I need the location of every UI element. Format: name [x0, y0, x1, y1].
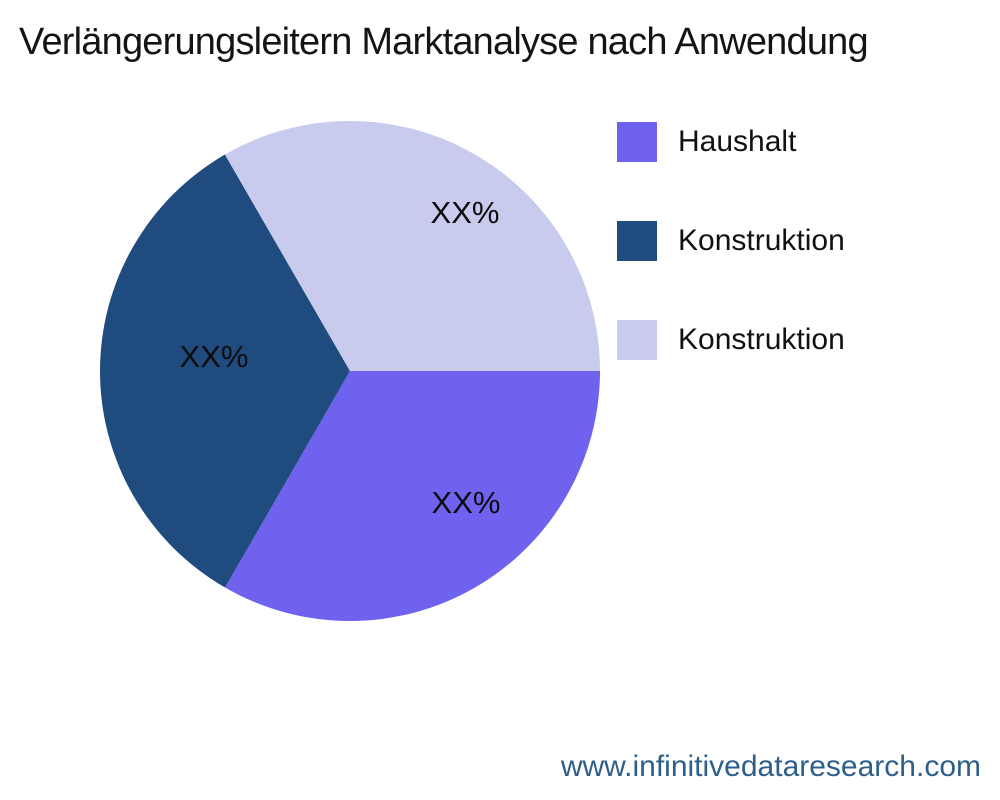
legend-item-konstruktion-dark: Konstruktion — [617, 221, 845, 261]
slice-label-haushalt: XX% — [431, 485, 501, 520]
legend-swatch-haushalt — [617, 122, 657, 162]
legend-swatch-konstruktion-dark — [617, 221, 657, 261]
legend-item-haushalt: Haushalt — [617, 122, 845, 162]
legend-item-konstruktion-light: Konstruktion — [617, 320, 845, 360]
legend-label-konstruktion-light: Konstruktion — [678, 323, 845, 356]
pie-slice-1-konstruktion — [100, 154, 350, 588]
slice-label-konstruktion-dark: XX% — [179, 339, 249, 374]
pie-slice-0-haushalt — [225, 371, 600, 621]
pie-chart: XX% XX% XX% — [100, 121, 600, 621]
footer-link[interactable]: www.infinitivedataresearch.com — [560, 750, 981, 783]
legend-label-haushalt: Haushalt — [678, 125, 797, 158]
pie-svg — [100, 121, 600, 621]
chart-title: Verlängerungsleitern Marktanalyse nach A… — [19, 21, 869, 63]
legend: Haushalt Konstruktion Konstruktion — [617, 122, 845, 360]
pie-slice-2-konstruktion — [224, 121, 600, 371]
legend-label-konstruktion-dark: Konstruktion — [678, 224, 845, 257]
slice-label-konstruktion-light: XX% — [430, 195, 500, 230]
legend-swatch-konstruktion-light — [617, 320, 657, 360]
